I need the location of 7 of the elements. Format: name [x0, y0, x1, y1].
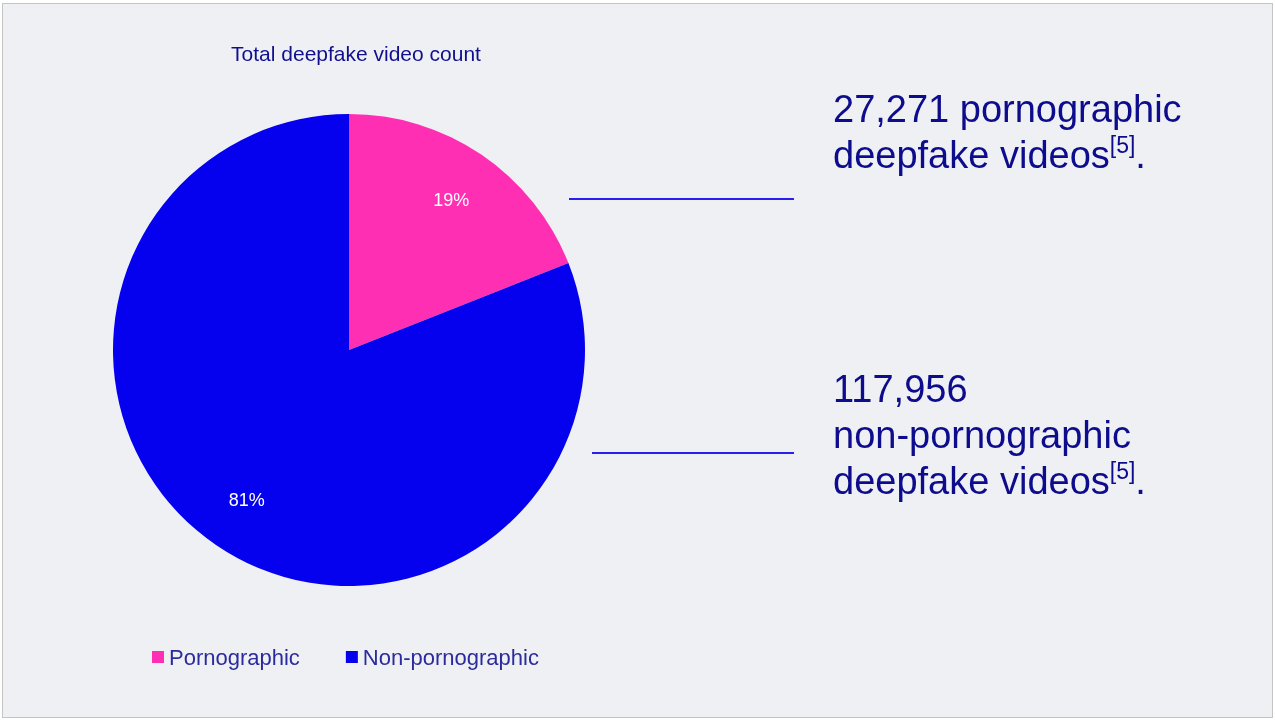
text: 27,271 pornographic deepfake videos$^{[5]}$. [833, 88, 1182, 176]
legend-label: Non-pornographic [362, 644, 539, 670]
chart-title: Total deepfake video count [231, 42, 482, 65]
text: 117,956 non-pornographic deepfake videos$^{[5]}$. [833, 368, 1146, 502]
data-label: 81% [228, 490, 265, 511]
legend-label: Pornographic [169, 644, 300, 670]
data-label: 19% [433, 189, 470, 210]
